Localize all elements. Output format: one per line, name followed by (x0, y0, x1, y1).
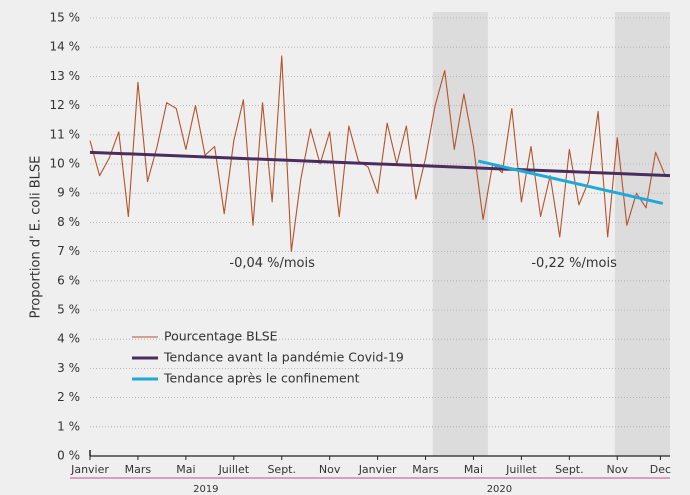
x-tick-label: Janvier (70, 463, 109, 476)
legend-label: Pourcentage BLSE (164, 329, 278, 344)
y-tick-label: 12 % (50, 98, 81, 112)
y-tick-label: 2 % (57, 390, 80, 404)
x-tick-label: Mai (176, 463, 195, 476)
y-tick-label: 8 % (57, 215, 80, 229)
y-tick-label: 4 % (57, 332, 80, 346)
annotation: -0,22 %/mois (531, 256, 617, 271)
year-label: 2020 (487, 484, 512, 495)
x-tick-label: Janvier (358, 463, 397, 476)
legend-label: Tendance avant la pandémie Covid-19 (163, 350, 404, 365)
shaded-region (432, 12, 488, 456)
x-tick-label: Dec (650, 463, 671, 476)
trend-line (89, 150, 671, 178)
annotation: -0,04 %/mois (229, 256, 315, 271)
legend-label: Tendance après le confinement (163, 371, 360, 386)
year-label: 2019 (193, 484, 218, 495)
y-tick-label: 7 % (57, 244, 80, 258)
y-tick-label: 15 % (50, 11, 81, 25)
x-tick-label: Sept. (555, 463, 584, 476)
y-tick-label: 14 % (50, 40, 81, 54)
x-tick-label: Mars (412, 463, 439, 476)
x-tick-label: Mai (464, 463, 483, 476)
y-tick-label: 3 % (57, 361, 80, 375)
y-tick-label: 10 % (50, 157, 81, 171)
x-tick-label: Nov (607, 463, 629, 476)
trend-line (477, 159, 664, 205)
data-line (89, 55, 666, 253)
y-tick-label: 6 % (57, 273, 80, 287)
y-tick-label: 11 % (50, 127, 81, 141)
y-tick-label: 1 % (57, 419, 80, 433)
x-tick-label: Nov (319, 463, 341, 476)
y-tick-label: 9 % (57, 186, 80, 200)
x-tick-label: Sept. (267, 463, 296, 476)
x-tick-label: Mars (125, 463, 152, 476)
y-tick-label: 0 % (57, 449, 80, 463)
y-tick-label: 13 % (50, 69, 81, 83)
shaded-region (614, 12, 670, 456)
x-tick-label: Juillet (218, 463, 250, 476)
x-tick-label: Juillet (505, 463, 537, 476)
y-tick-label: 5 % (57, 303, 80, 317)
y-axis-label: Proportion d' E. coli BLSE (29, 156, 44, 319)
